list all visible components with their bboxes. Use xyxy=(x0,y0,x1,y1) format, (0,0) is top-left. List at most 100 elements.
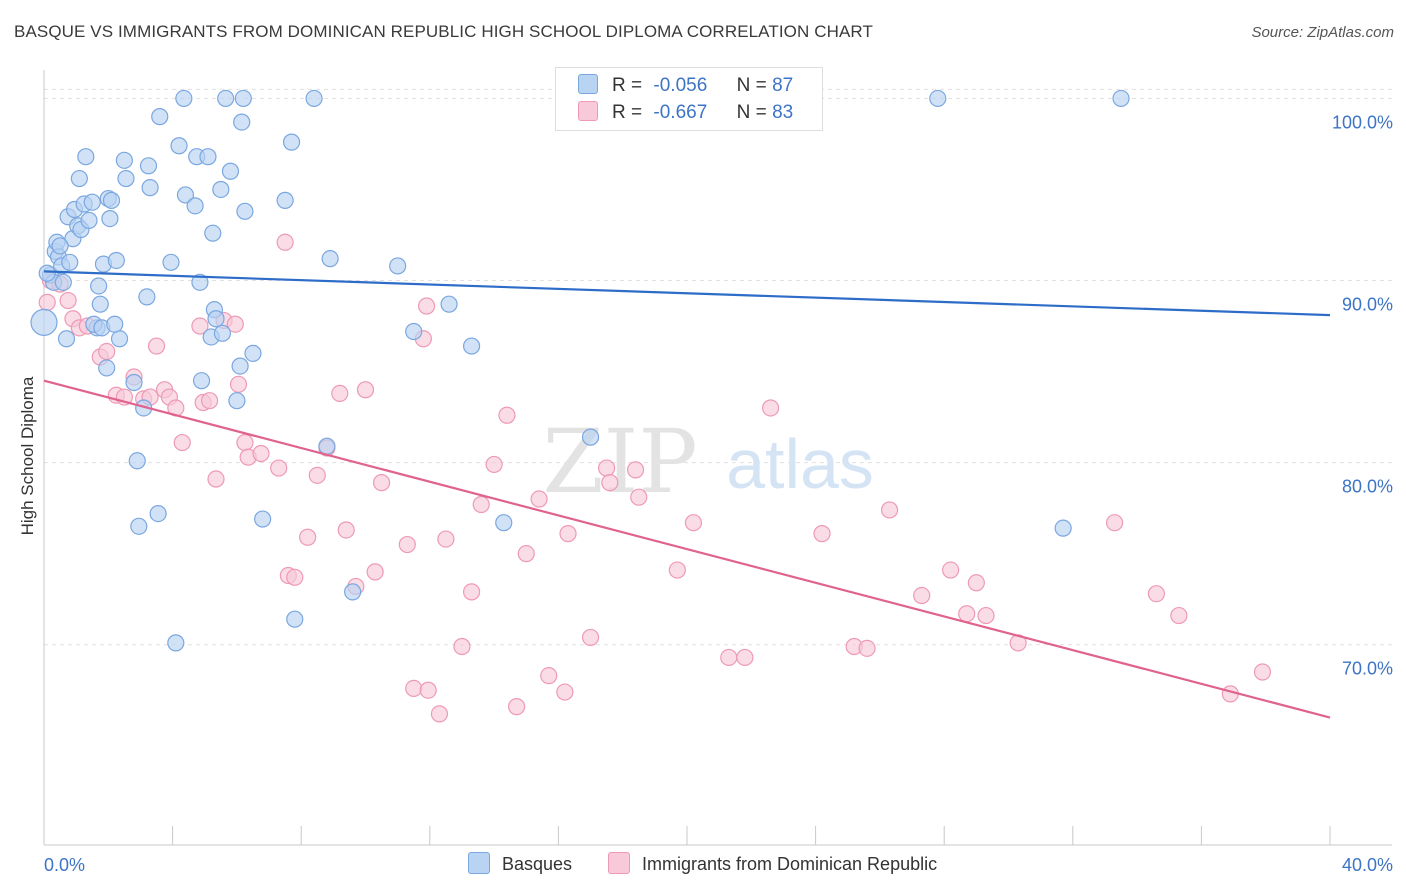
dominican-point xyxy=(958,605,976,623)
dominican-point xyxy=(419,681,437,699)
basque-point xyxy=(167,634,185,652)
legend-n-label: N = xyxy=(736,75,767,96)
legend-row-basques: R = -0.056 N = 87 xyxy=(578,74,793,100)
dominican-point xyxy=(337,521,355,539)
basque-point xyxy=(80,211,98,230)
y-tick-label: 90.0% xyxy=(1342,295,1393,315)
basque-point xyxy=(217,89,235,108)
legend-r-value: -0.667 xyxy=(653,102,708,123)
basque-point xyxy=(91,295,109,313)
dominican-point xyxy=(405,679,423,698)
watermark-zip: ZIP xyxy=(542,410,697,513)
bottom-legend-dominican: Immigrants from Dominican Republic xyxy=(608,852,937,875)
dominican-point xyxy=(942,561,960,579)
basque-point xyxy=(233,113,251,131)
dominican-point xyxy=(720,648,738,667)
basque-point xyxy=(1054,519,1072,537)
basque-point xyxy=(192,372,211,390)
y-tick-label: 70.0% xyxy=(1342,659,1393,679)
dominican-point xyxy=(530,490,548,508)
legend-n-value: 87 xyxy=(772,75,794,96)
basque-point xyxy=(244,344,262,362)
legend-n-label: N = xyxy=(736,102,767,123)
dominican-point xyxy=(761,399,780,417)
basque-point xyxy=(38,264,56,282)
dominican-point xyxy=(598,459,616,477)
basque-point xyxy=(276,191,294,209)
dominican-point xyxy=(331,384,349,403)
basque-point xyxy=(149,504,167,523)
basque-point xyxy=(234,89,252,108)
dominican-point xyxy=(858,639,876,657)
basque-point xyxy=(170,137,188,155)
dominican-point xyxy=(880,501,899,519)
dominican-point xyxy=(270,459,288,477)
dominican-point xyxy=(581,628,600,647)
basque-point xyxy=(254,510,272,528)
dominican-point xyxy=(308,466,326,484)
basque-point xyxy=(389,257,407,275)
dominican-point xyxy=(472,495,490,514)
basque-point xyxy=(151,108,169,126)
basque-point xyxy=(70,169,88,188)
dominican-point xyxy=(508,698,526,716)
dominican-point xyxy=(252,444,270,463)
points-layer xyxy=(30,89,1272,723)
bottom-legend-basques: Basques xyxy=(468,852,572,875)
basque-point xyxy=(344,583,362,601)
dominican-point xyxy=(437,530,455,548)
dominican-point xyxy=(286,568,304,586)
dominican-point xyxy=(498,406,516,424)
dominican-point xyxy=(1170,606,1188,625)
basque-point xyxy=(102,191,121,209)
basque-point xyxy=(57,330,76,348)
dominican-point xyxy=(372,474,391,492)
basque-point xyxy=(305,89,323,108)
dominican-point xyxy=(1253,663,1272,681)
basque-point xyxy=(191,273,209,291)
basque-point xyxy=(141,179,159,197)
dominican-point xyxy=(417,297,436,315)
source-label: Source: ZipAtlas.com xyxy=(1251,24,1394,41)
basque-point xyxy=(125,373,143,392)
dominican-point xyxy=(684,514,703,532)
basque-point xyxy=(90,277,108,295)
basque-point xyxy=(212,180,230,199)
dominican-point xyxy=(967,574,985,592)
basque-point xyxy=(405,322,423,341)
basque-point xyxy=(101,210,119,228)
basque-point xyxy=(139,157,158,175)
basque-point xyxy=(929,89,947,108)
basque-point xyxy=(138,288,156,306)
dominican-point xyxy=(1147,585,1165,603)
dominican-point xyxy=(977,606,995,625)
bottom-legend-label: Basques xyxy=(502,854,573,874)
dominican-point xyxy=(626,461,645,479)
dominican-point xyxy=(398,535,416,554)
dominican-point xyxy=(813,525,831,543)
basque-trend-line xyxy=(43,270,1331,317)
y-tick-label: 100.0% xyxy=(1332,112,1393,132)
basque-point xyxy=(1112,89,1130,108)
legend-swatch-pink xyxy=(578,101,598,121)
legend-swatch-blue xyxy=(578,74,598,94)
dominican-point xyxy=(485,455,503,474)
basque-point xyxy=(115,151,133,169)
dominican-point xyxy=(191,317,209,335)
dominican-point xyxy=(276,233,294,251)
basque-point xyxy=(110,330,129,348)
dominican-point xyxy=(913,586,931,605)
dominican-point xyxy=(556,683,574,701)
watermark: ZIP atlas xyxy=(542,410,874,513)
legend-r-label: R = xyxy=(612,102,643,123)
basque-point xyxy=(221,162,240,180)
basque-point xyxy=(106,315,124,333)
dominican-point xyxy=(356,381,375,399)
bottom-legend-swatch-blue xyxy=(468,852,490,874)
dominican-point xyxy=(1105,514,1124,532)
basque-point xyxy=(495,514,513,532)
dominican-point xyxy=(366,563,384,581)
dominican-point xyxy=(462,583,481,601)
basque-point xyxy=(98,359,116,377)
watermark-atlas: atlas xyxy=(726,425,874,503)
